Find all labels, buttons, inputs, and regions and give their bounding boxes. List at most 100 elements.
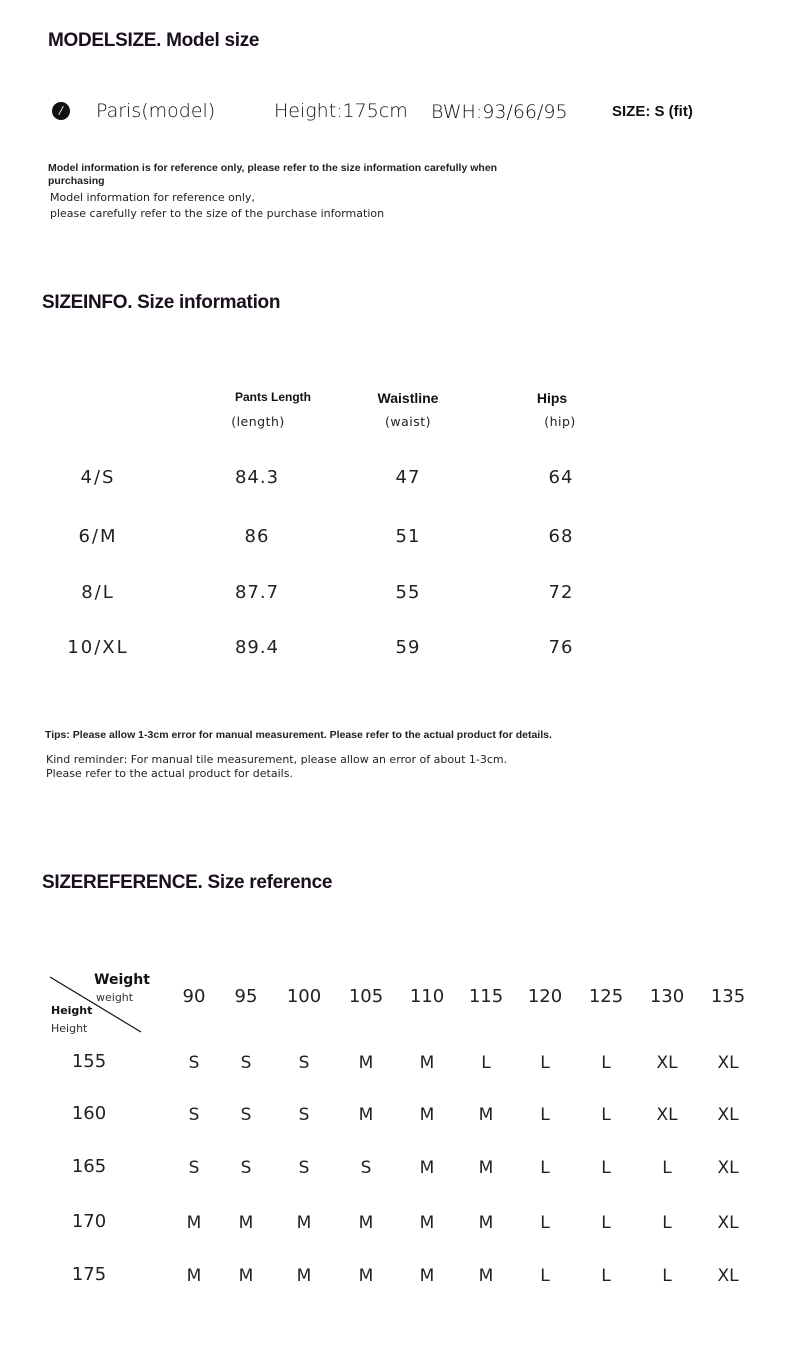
corner-weight-bold: Weight: [94, 972, 150, 988]
size-cell: S: [298, 1105, 310, 1125]
size-cell: M: [478, 1105, 494, 1125]
size-value: 76: [548, 637, 574, 658]
size-cell: XL: [656, 1105, 678, 1125]
size-value: 64: [548, 467, 574, 488]
size-value: 51: [395, 526, 421, 547]
corner-height: Height: [51, 1022, 88, 1035]
size-cell: M: [478, 1213, 494, 1233]
weight-header: 95: [234, 986, 258, 1007]
size-cell: S: [240, 1105, 252, 1125]
size-value: 72: [548, 582, 574, 603]
weight-header: 105: [348, 986, 384, 1007]
size-cell: M: [358, 1213, 374, 1233]
column-header: Waistline: [377, 390, 439, 406]
model-bwh: BWH:93/66/95: [431, 101, 568, 123]
weight-header: 110: [409, 986, 445, 1007]
size-value: 55: [395, 582, 421, 603]
model-note-bold: Model information is for reference only,…: [48, 162, 498, 174]
size-cell: L: [540, 1213, 550, 1233]
size-cell: L: [601, 1053, 611, 1073]
size-cell: M: [419, 1053, 435, 1073]
size-cell: L: [601, 1105, 611, 1125]
column-subheader: (waist): [384, 414, 432, 429]
tip-bold: Tips: Please allow 1-3cm error for manua…: [45, 729, 552, 741]
size-cell: L: [662, 1158, 672, 1178]
model-note-2: please carefully refer to the size of th…: [50, 207, 385, 220]
size-cell: L: [540, 1105, 550, 1125]
height-label: 170: [71, 1211, 107, 1232]
size-cell: S: [360, 1158, 372, 1178]
size-value: 84.3: [234, 467, 280, 488]
column-subheader: (hip): [544, 414, 576, 429]
size-cell: S: [188, 1053, 200, 1073]
size-cell: L: [540, 1266, 550, 1286]
column-header: Pants Length: [234, 390, 312, 404]
size-cell: S: [188, 1158, 200, 1178]
size-cell: M: [478, 1158, 494, 1178]
size-reference-title: SIZEREFERENCE. Size reference: [42, 872, 333, 893]
tip-2: Please refer to the actual product for d…: [46, 767, 293, 780]
size-cell: XL: [717, 1105, 739, 1125]
size-value: 87.7: [234, 582, 280, 603]
size-cell: L: [540, 1158, 550, 1178]
size-cell: XL: [717, 1213, 739, 1233]
tip-1: Kind reminder: For manual tile measureme…: [46, 753, 508, 766]
size-cell: S: [298, 1158, 310, 1178]
model-name: Paris(model): [96, 100, 216, 122]
size-label: 6/M: [78, 526, 118, 547]
size-cell: M: [358, 1053, 374, 1073]
size-label: 8/L: [81, 582, 115, 603]
size-cell: S: [188, 1105, 200, 1125]
size-cell: M: [186, 1266, 202, 1286]
corner-weight: weight: [96, 991, 134, 1004]
size-cell: L: [601, 1213, 611, 1233]
size-cell: L: [601, 1158, 611, 1178]
height-label: 160: [71, 1103, 107, 1124]
corner-height-bold: Height: [51, 1004, 93, 1017]
weight-header: 120: [527, 986, 563, 1007]
diagonal-divider: [49, 976, 142, 1033]
weight-header: 125: [588, 986, 624, 1007]
height-label: 165: [71, 1156, 107, 1177]
size-cell: L: [481, 1053, 491, 1073]
weight-header: 90: [182, 986, 206, 1007]
size-label: 4/S: [80, 467, 116, 488]
size-cell: L: [540, 1053, 550, 1073]
weight-header: 100: [286, 986, 322, 1007]
size-label: 10/XL: [67, 637, 129, 658]
weight-header: 115: [468, 986, 504, 1007]
column-header: Hips: [536, 390, 568, 406]
size-value: 86: [244, 526, 270, 547]
model-note: Model information for reference only,: [50, 191, 255, 204]
size-cell: M: [419, 1105, 435, 1125]
size-cell: M: [186, 1213, 202, 1233]
size-cell: M: [419, 1266, 435, 1286]
size-cell: XL: [717, 1158, 739, 1178]
height-label: 175: [71, 1264, 107, 1285]
size-value: 68: [548, 526, 574, 547]
size-value: 47: [395, 467, 421, 488]
size-cell: XL: [656, 1053, 678, 1073]
size-cell: L: [662, 1266, 672, 1286]
size-cell: M: [419, 1158, 435, 1178]
size-cell: M: [238, 1213, 254, 1233]
model-note-bold-2: purchasing: [48, 175, 105, 187]
size-value: 59: [395, 637, 421, 658]
model-size: SIZE: S (fit): [612, 103, 693, 120]
size-info-title: SIZEINFO. Size information: [42, 292, 281, 313]
model-height: Height:175cm: [274, 100, 408, 122]
size-cell: XL: [717, 1266, 739, 1286]
size-cell: M: [296, 1213, 312, 1233]
column-subheader: (length): [231, 414, 285, 429]
size-cell: XL: [717, 1053, 739, 1073]
size-cell: M: [419, 1213, 435, 1233]
weight-header: 130: [649, 986, 685, 1007]
number-one-icon: /: [52, 102, 70, 120]
size-value: 89.4: [234, 637, 280, 658]
size-cell: L: [662, 1213, 672, 1233]
size-cell: M: [478, 1266, 494, 1286]
size-cell: S: [298, 1053, 310, 1073]
size-cell: S: [240, 1158, 252, 1178]
model-size-title: MODELSIZE. Model size: [48, 30, 260, 51]
